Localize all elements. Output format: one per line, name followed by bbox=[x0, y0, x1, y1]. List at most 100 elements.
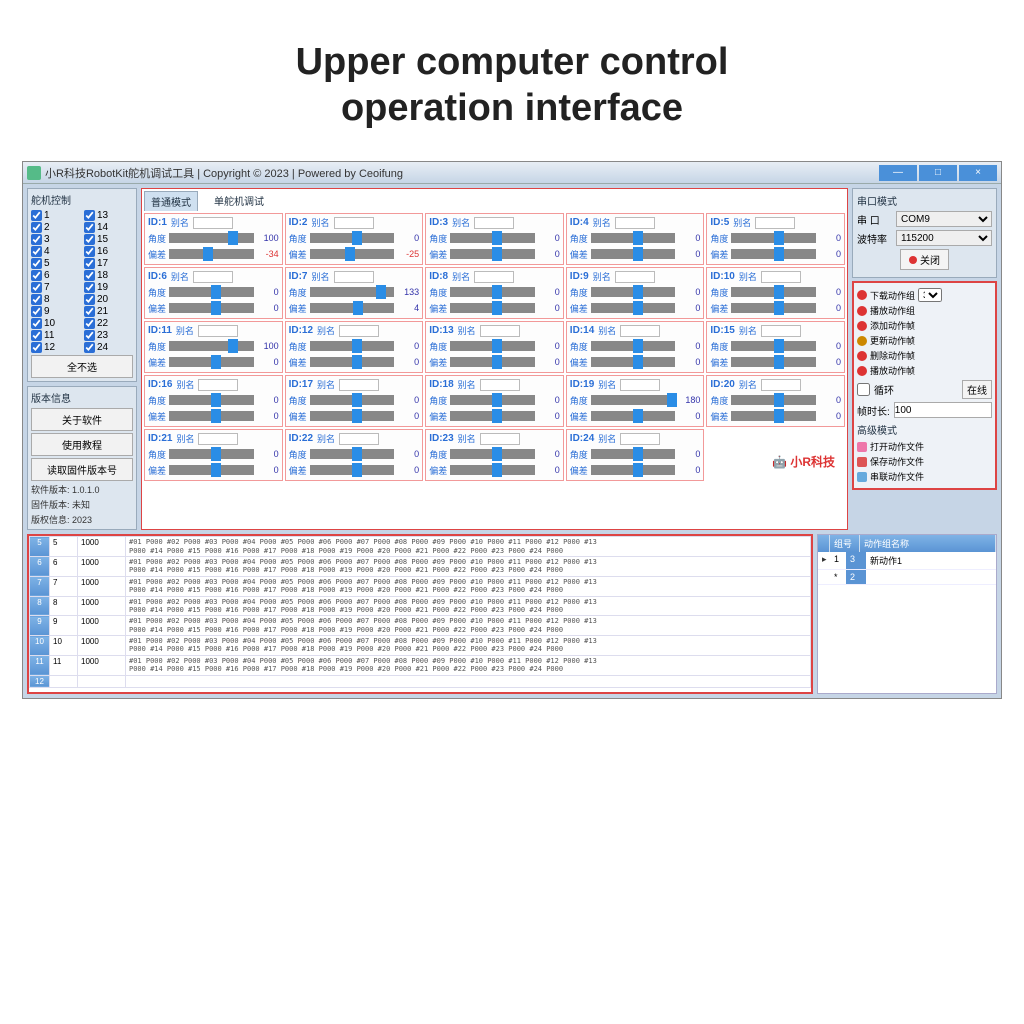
action-group-select[interactable]: 3 bbox=[918, 288, 942, 302]
alias-input[interactable] bbox=[761, 379, 801, 391]
angle-slider[interactable] bbox=[310, 449, 395, 459]
angle-slider[interactable] bbox=[310, 341, 395, 351]
alias-input[interactable] bbox=[474, 217, 514, 229]
alias-input[interactable] bbox=[620, 379, 660, 391]
offset-slider[interactable] bbox=[310, 465, 395, 475]
alias-input[interactable] bbox=[480, 379, 520, 391]
alias-input[interactable] bbox=[339, 433, 379, 445]
angle-slider[interactable] bbox=[310, 395, 395, 405]
angle-slider[interactable] bbox=[169, 233, 254, 243]
offset-slider[interactable] bbox=[169, 249, 254, 259]
alias-input[interactable] bbox=[193, 271, 233, 283]
online-button[interactable]: 在线 bbox=[962, 380, 992, 399]
frame-row[interactable]: 12 bbox=[30, 675, 811, 687]
alias-input[interactable] bbox=[761, 325, 801, 337]
about-button[interactable]: 关于软件 bbox=[31, 408, 133, 431]
alias-input[interactable] bbox=[198, 379, 238, 391]
angle-slider[interactable] bbox=[450, 233, 535, 243]
servo-check-20[interactable]: 20 bbox=[84, 294, 133, 305]
servo-check-13[interactable]: 13 bbox=[84, 210, 133, 221]
close-window-button[interactable]: × bbox=[959, 165, 997, 181]
servo-check-23[interactable]: 23 bbox=[84, 330, 133, 341]
alias-input[interactable] bbox=[474, 271, 514, 283]
servo-check-15[interactable]: 15 bbox=[84, 234, 133, 245]
servo-check-2[interactable]: 2 bbox=[31, 222, 80, 233]
servo-check-19[interactable]: 19 bbox=[84, 282, 133, 293]
offset-slider[interactable] bbox=[591, 411, 676, 421]
servo-check-11[interactable]: 11 bbox=[31, 330, 80, 341]
alias-input[interactable] bbox=[339, 379, 379, 391]
offset-slider[interactable] bbox=[169, 411, 254, 421]
angle-slider[interactable] bbox=[450, 341, 535, 351]
offset-slider[interactable] bbox=[310, 303, 395, 313]
action-item-2[interactable]: 添加动作帧 bbox=[857, 319, 992, 332]
frame-row[interactable]: 551000#01 P000 #02 P000 #03 P000 #04 P00… bbox=[30, 537, 811, 557]
servo-check-16[interactable]: 16 bbox=[84, 246, 133, 257]
angle-slider[interactable] bbox=[591, 395, 676, 405]
angle-slider[interactable] bbox=[169, 287, 254, 297]
alias-input[interactable] bbox=[198, 433, 238, 445]
frame-row[interactable]: 991000#01 P000 #02 P000 #03 P000 #04 P00… bbox=[30, 616, 811, 636]
alias-input[interactable] bbox=[755, 217, 795, 229]
alias-input[interactable] bbox=[615, 217, 655, 229]
duration-input[interactable] bbox=[894, 402, 992, 418]
group-row[interactable]: ▸13新动作1 bbox=[818, 552, 996, 570]
port-select[interactable]: COM9 bbox=[896, 211, 992, 227]
offset-slider[interactable] bbox=[450, 465, 535, 475]
angle-slider[interactable] bbox=[450, 449, 535, 459]
offset-slider[interactable] bbox=[731, 249, 816, 259]
offset-slider[interactable] bbox=[169, 303, 254, 313]
servo-check-18[interactable]: 18 bbox=[84, 270, 133, 281]
minimize-button[interactable]: — bbox=[879, 165, 917, 181]
alias-input[interactable] bbox=[193, 217, 233, 229]
offset-slider[interactable] bbox=[310, 411, 395, 421]
alias-input[interactable] bbox=[620, 433, 660, 445]
action-item-4[interactable]: 删除动作帧 bbox=[857, 349, 992, 362]
frame-row[interactable]: 661000#01 P000 #02 P000 #03 P000 #04 P00… bbox=[30, 556, 811, 576]
maximize-button[interactable]: □ bbox=[919, 165, 957, 181]
frame-row[interactable]: 771000#01 P000 #02 P000 #03 P000 #04 P00… bbox=[30, 576, 811, 596]
servo-check-3[interactable]: 3 bbox=[31, 234, 80, 245]
angle-slider[interactable] bbox=[731, 287, 816, 297]
offset-slider[interactable] bbox=[310, 357, 395, 367]
servo-check-24[interactable]: 24 bbox=[84, 342, 133, 353]
alias-input[interactable] bbox=[339, 325, 379, 337]
angle-slider[interactable] bbox=[450, 395, 535, 405]
angle-slider[interactable] bbox=[169, 395, 254, 405]
offset-slider[interactable] bbox=[731, 357, 816, 367]
angle-slider[interactable] bbox=[169, 341, 254, 351]
angle-slider[interactable] bbox=[731, 395, 816, 405]
tab-single-servo[interactable]: 单舵机调试 bbox=[208, 191, 270, 211]
adv-item-2[interactable]: 串联动作文件 bbox=[857, 470, 992, 483]
alias-input[interactable] bbox=[334, 217, 374, 229]
servo-check-17[interactable]: 17 bbox=[84, 258, 133, 269]
servo-check-4[interactable]: 4 bbox=[31, 246, 80, 257]
angle-slider[interactable] bbox=[310, 287, 395, 297]
adv-item-0[interactable]: 打开动作文件 bbox=[857, 440, 992, 453]
alias-input[interactable] bbox=[620, 325, 660, 337]
angle-slider[interactable] bbox=[591, 287, 676, 297]
frame-row[interactable]: 11111000#01 P000 #02 P000 #03 P000 #04 P… bbox=[30, 655, 811, 675]
servo-check-22[interactable]: 22 bbox=[84, 318, 133, 329]
angle-slider[interactable] bbox=[591, 449, 676, 459]
offset-slider[interactable] bbox=[310, 249, 395, 259]
offset-slider[interactable] bbox=[450, 303, 535, 313]
servo-check-6[interactable]: 6 bbox=[31, 270, 80, 281]
offset-slider[interactable] bbox=[169, 357, 254, 367]
servo-check-8[interactable]: 8 bbox=[31, 294, 80, 305]
offset-slider[interactable] bbox=[450, 249, 535, 259]
tab-normal-mode[interactable]: 普通模式 bbox=[144, 191, 198, 211]
group-row[interactable]: *2 bbox=[818, 570, 996, 585]
offset-slider[interactable] bbox=[731, 411, 816, 421]
offset-slider[interactable] bbox=[591, 465, 676, 475]
read-firmware-button[interactable]: 读取固件版本号 bbox=[31, 458, 133, 481]
alias-input[interactable] bbox=[198, 325, 238, 337]
servo-check-12[interactable]: 12 bbox=[31, 342, 80, 353]
servo-check-7[interactable]: 7 bbox=[31, 282, 80, 293]
action-item-1[interactable]: 播放动作组 bbox=[857, 304, 992, 317]
offset-slider[interactable] bbox=[591, 357, 676, 367]
offset-slider[interactable] bbox=[731, 303, 816, 313]
close-port-button[interactable]: 关闭 bbox=[900, 249, 949, 270]
servo-check-1[interactable]: 1 bbox=[31, 210, 80, 221]
loop-checkbox[interactable] bbox=[857, 383, 870, 396]
